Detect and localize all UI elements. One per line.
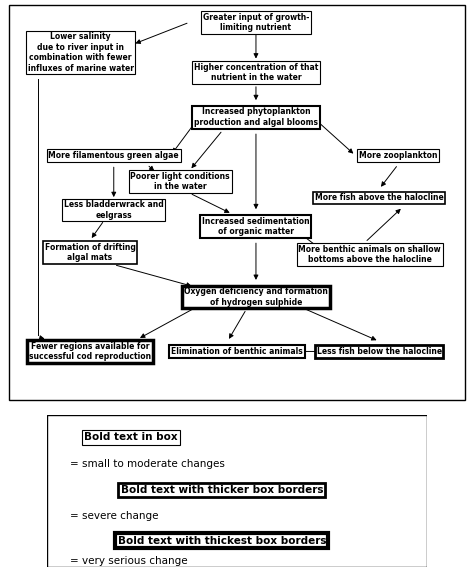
Text: Poorer light conditions
in the water: Poorer light conditions in the water <box>130 172 230 191</box>
Text: Lower salinity
due to river input in
combination with fewer
influxes of marine w: Lower salinity due to river input in com… <box>27 33 134 73</box>
Text: More zooplankton: More zooplankton <box>359 151 438 160</box>
FancyBboxPatch shape <box>9 5 465 400</box>
Text: Increased phytoplankton
production and algal blooms: Increased phytoplankton production and a… <box>194 108 318 127</box>
Text: Bold text with thicker box borders: Bold text with thicker box borders <box>120 485 323 495</box>
Text: More benthic animals on shallow
bottoms above the halocline: More benthic animals on shallow bottoms … <box>299 245 441 264</box>
Text: Bold text in box: Bold text in box <box>84 433 178 442</box>
Text: Less bladderwrack and
eelgrass: Less bladderwrack and eelgrass <box>64 201 164 220</box>
Text: = very serious change: = very serious change <box>70 556 188 566</box>
FancyBboxPatch shape <box>47 415 427 567</box>
Text: Greater input of growth-
limiting nutrient: Greater input of growth- limiting nutrie… <box>203 13 309 32</box>
Text: Fewer regions available for
successful cod reproduction: Fewer regions available for successful c… <box>29 342 151 361</box>
Text: = small to moderate changes: = small to moderate changes <box>70 459 225 469</box>
Text: Less fish below the halocline: Less fish below the halocline <box>317 347 442 356</box>
Text: Increased sedimentation
of organic matter: Increased sedimentation of organic matte… <box>202 217 310 236</box>
Text: More fish above the halocline: More fish above the halocline <box>315 194 444 202</box>
Text: = severe change: = severe change <box>70 511 159 521</box>
Text: Bold text with thickest box borders: Bold text with thickest box borders <box>118 536 326 545</box>
Text: More filamentous green algae: More filamentous green algae <box>48 151 179 160</box>
Text: Elimination of benthic animals: Elimination of benthic animals <box>171 347 303 356</box>
Text: Formation of drifting
algal mats: Formation of drifting algal mats <box>45 243 136 262</box>
Text: Oxygen deficiency and formation
of hydrogen sulphide: Oxygen deficiency and formation of hydro… <box>184 287 328 307</box>
Text: Higher concentration of that
nutrient in the water: Higher concentration of that nutrient in… <box>194 63 318 83</box>
